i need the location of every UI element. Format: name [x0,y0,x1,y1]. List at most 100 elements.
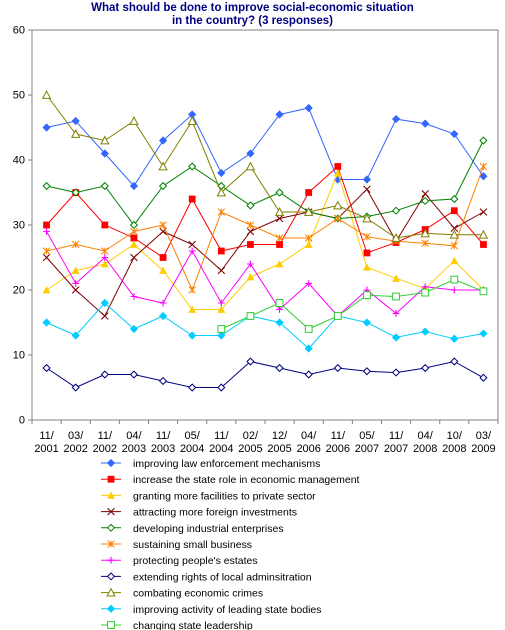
x-tick-label: 11/ [214,430,229,442]
data-point [188,247,196,255]
data-point [42,123,51,132]
chart-title-line-2: in the country? (3 responses) [171,15,334,27]
data-point [479,208,488,216]
data-point [362,367,372,376]
data-point [130,240,138,248]
series-line [46,107,484,187]
data-point [305,280,313,287]
x-tick-label: 2009 [471,443,495,455]
data-point [363,185,371,194]
data-point [159,266,167,274]
legend-item: attracting more foreign investments [101,507,297,519]
data-point [421,119,430,128]
data-point [246,357,255,366]
y-tick-label: 50 [13,90,25,102]
data-point [479,172,488,181]
data-point [421,327,430,336]
data-point [159,254,167,261]
data-point [101,247,109,255]
legend-marker [107,540,115,548]
data-point [478,229,489,239]
x-tick-label: 04/ [126,430,142,442]
data-point [334,214,342,223]
data-point [450,129,459,139]
x-tick-label: 05/ [359,430,375,442]
data-point [304,370,313,379]
x-tick-label: 05/ [185,430,201,442]
data-point [100,370,109,379]
data-point [392,310,400,317]
series-line [46,140,484,226]
data-point [363,232,371,241]
data-point [421,363,430,373]
series-2 [42,169,488,313]
x-tick-label: 2007 [355,443,379,455]
legend-item: increase the state role in economic mana… [101,474,360,486]
data-point [246,273,255,281]
data-point [304,240,313,248]
series-line [46,302,484,350]
x-tick-label: 04/ [301,430,317,442]
data-point [43,228,50,235]
x-tick-label: 04/ [418,430,434,442]
legend-label: developing industrial enterprises [133,523,284,535]
legend-item: protecting people's estates [101,555,258,567]
data-point [129,181,139,191]
legend-label: improving law enforcement mechanisms [133,458,320,470]
y-tick-label: 10 [13,350,25,362]
data-point [275,234,284,242]
data-point [217,208,226,216]
x-tick-label: 11/ [389,430,404,442]
legend-label: changing state leadership [133,620,253,630]
x-tick-label: 03/ [476,430,492,442]
x-tick-label: 2008 [413,443,437,455]
data-point [479,162,488,171]
data-point [275,214,284,223]
data-point [41,90,52,99]
x-tick-label: 2001 [34,443,58,455]
legend-item: extending rights of local adminsitration [101,571,312,583]
y-tick-label: 20 [13,285,25,297]
data-point [70,129,81,138]
data-point [100,149,109,158]
data-point [217,168,226,178]
x-tick-label: 03/ [68,430,84,442]
data-point [303,207,314,216]
legend-marker [106,572,116,581]
data-point [130,293,138,300]
series-line [46,188,484,317]
legend-label: increase the state role in economic mana… [133,474,360,486]
data-point [217,331,226,340]
data-point [334,163,342,170]
data-point [421,196,430,206]
data-point [363,263,371,271]
data-point [71,188,80,197]
data-point [100,260,109,268]
data-point [392,274,400,282]
data-point [188,305,197,313]
data-point [333,169,342,177]
data-point [246,227,255,236]
data-point [42,247,51,255]
data-point [276,306,283,313]
data-point [363,291,371,300]
data-point [247,260,254,268]
x-tick-label: 2005 [267,443,291,455]
data-point [450,357,459,366]
data-point [130,227,138,236]
legend-marker [107,491,115,499]
x-tick-label: 2004 [209,443,233,455]
data-point [71,116,80,126]
legend-marker [107,621,115,629]
legend-item: improving activity of leading state bodi… [101,604,322,616]
data-point [479,136,488,145]
legend-item: granting more facilities to private sect… [101,490,316,502]
x-tick-label: 2005 [238,443,262,455]
series-line [46,231,484,317]
legend-item: improving law enforcement mechanisms [101,458,320,470]
data-point [42,181,51,191]
legend-label: attracting more foreign investments [133,507,297,519]
legend-label: improving activity of leading state bodi… [133,604,322,616]
data-point [42,318,51,327]
data-point [187,116,197,125]
